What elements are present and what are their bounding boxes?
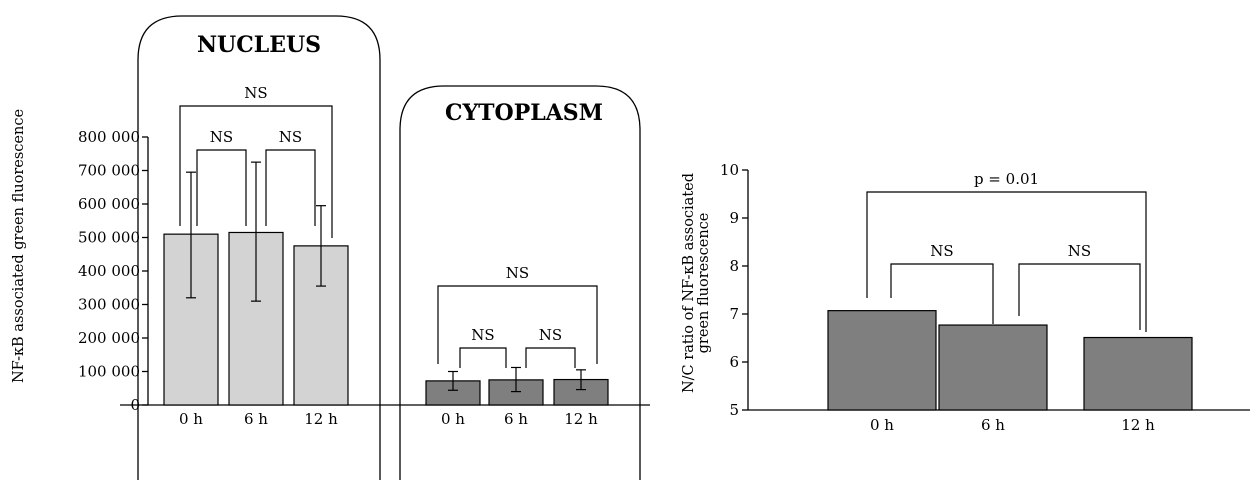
right-y-tick-label: 10 <box>720 161 739 179</box>
ratio-bars: 0 h 6 h 12 h NS NS p = 0.01 <box>827 170 1193 434</box>
left-y-tick-label: 200 000 <box>78 329 140 347</box>
left-panel: NUCLEUS CYTOPLASM NF-κB associated green… <box>11 15 650 480</box>
significance-bracket <box>265 149 316 226</box>
right-y-ticks: 5 6 7 8 9 10 <box>720 161 748 419</box>
category-label: 12 h <box>1121 416 1155 434</box>
right-y-axis-title-line2: green fluorescence <box>696 213 712 354</box>
significance-bracket <box>437 285 598 364</box>
nucleus-title: NUCLEUS <box>197 32 321 58</box>
significance-bracket <box>866 191 1147 332</box>
category-label: 0 h <box>870 416 894 434</box>
significance-label: NS <box>244 84 267 102</box>
left-y-axis-title: NF-κB associated green fluorescence <box>11 109 27 383</box>
right-y-tick-label: 8 <box>729 257 739 275</box>
right-y-tick-label: 9 <box>729 209 739 227</box>
significance-bracket <box>525 347 576 368</box>
bar-0h <box>827 310 937 411</box>
left-y-tick-label: 300 000 <box>78 296 140 314</box>
bar-6h <box>938 324 1048 411</box>
significance-label: NS <box>471 326 494 344</box>
cytoplasm-frame <box>399 85 641 480</box>
significance-label: NS <box>506 264 529 282</box>
significance-bracket <box>196 149 247 226</box>
right-panel: N/C ratio of NF-κB associated green fluo… <box>681 161 1250 434</box>
significance-label: NS <box>539 326 562 344</box>
category-label: 6 h <box>981 416 1005 434</box>
nucleus-frame <box>137 15 381 480</box>
left-y-tick-label: 400 000 <box>78 262 140 280</box>
significance-label: NS <box>930 242 953 260</box>
category-label: 6 h <box>244 410 268 428</box>
cytoplasm-title: CYTOPLASM <box>445 100 603 126</box>
category-label: 6 h <box>504 410 528 428</box>
right-y-axis-title-line1: N/C ratio of NF-κB associated <box>681 173 697 393</box>
right-y-tick-label: 7 <box>729 305 739 323</box>
left-y-tick-label: 500 000 <box>78 229 140 247</box>
significance-bracket <box>1018 263 1141 330</box>
nucleus-bars: 0 h 6 h 12 h NS NS NS <box>163 84 349 428</box>
left-y-tick-label: 100 000 <box>78 363 140 381</box>
significance-label: p = 0.01 <box>974 170 1039 188</box>
significance-bracket <box>179 105 333 238</box>
right-y-tick-label: 6 <box>729 353 739 371</box>
significance-label: NS <box>1068 242 1091 260</box>
category-label: 12 h <box>304 410 338 428</box>
left-y-tick-label: 600 000 <box>78 195 140 213</box>
left-y-ticks: 0 100 000 200 000 300 000 400 000 500 000 600 … <box>78 128 148 414</box>
right-y-tick-label: 5 <box>729 401 739 419</box>
left-y-tick-label: 800 000 <box>78 128 140 146</box>
significance-label: NS <box>210 128 233 146</box>
left-y-tick-label: 700 000 <box>78 162 140 180</box>
cytoplasm-bars: 0 h 6 h 12 h NS NS NS <box>425 264 609 428</box>
category-label: 0 h <box>179 410 203 428</box>
category-label: 0 h <box>441 410 465 428</box>
left-y-tick-label: 0 <box>130 396 140 414</box>
category-label: 12 h <box>564 410 598 428</box>
significance-label: NS <box>279 128 302 146</box>
significance-bracket <box>890 263 994 324</box>
bar-12h <box>1083 336 1193 411</box>
significance-bracket <box>459 347 507 368</box>
